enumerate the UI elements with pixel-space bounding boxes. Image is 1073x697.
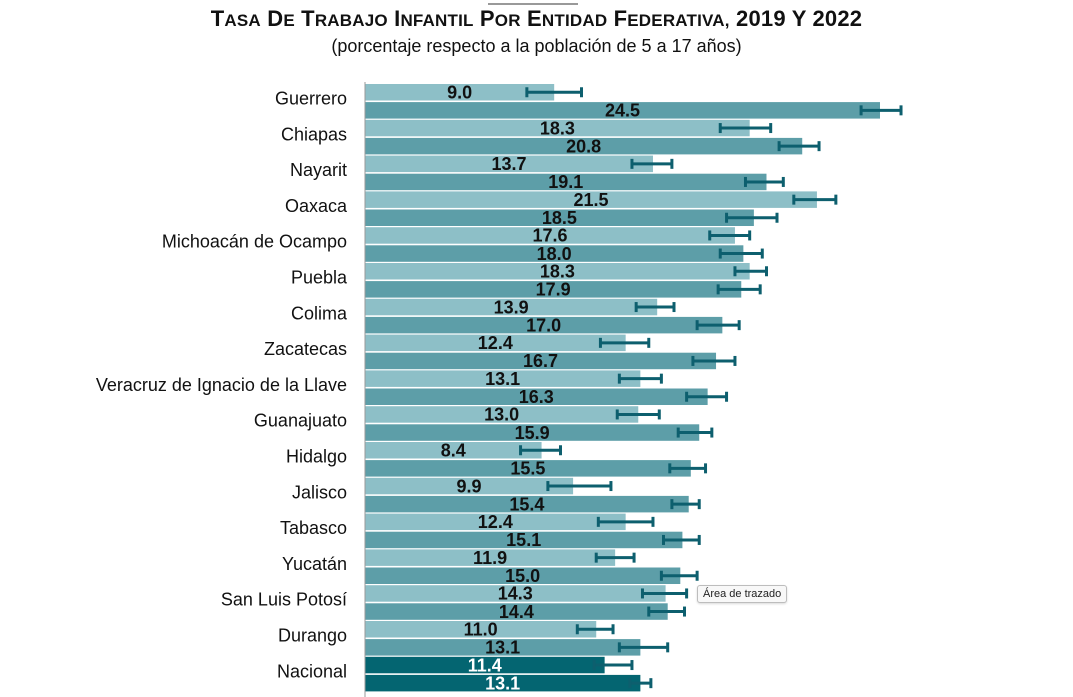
data-label: 18.3	[540, 118, 575, 138]
category-label: Veracruz de Ignacio de la Llave	[96, 375, 347, 395]
bar-2019	[365, 477, 574, 495]
data-label: 16.3	[519, 387, 554, 407]
bar-2022	[365, 495, 689, 513]
data-label: 14.4	[499, 602, 534, 622]
data-label: 18.0	[537, 244, 572, 264]
data-label: 17.9	[536, 280, 571, 300]
bar-2022	[365, 137, 803, 155]
bar-2022	[365, 281, 742, 298]
bar-2022	[365, 531, 683, 549]
chart-subtitle: (porcentaje respecto a la población de 5…	[331, 36, 742, 56]
bar-2022	[365, 316, 723, 334]
bar-2019	[365, 406, 639, 423]
bar-2022	[365, 388, 708, 405]
bar-2022	[365, 173, 767, 191]
bar-2019	[365, 656, 605, 674]
bar-2019	[365, 549, 616, 566]
data-label: 13.0	[484, 405, 519, 425]
data-label: 17.0	[526, 315, 561, 335]
data-label: 15.1	[506, 530, 541, 550]
data-label: 13.7	[491, 154, 526, 174]
bar-2022	[365, 567, 681, 584]
data-label: 15.4	[509, 494, 544, 514]
data-label: 8.4	[441, 441, 466, 461]
data-label: 18.3	[540, 262, 575, 282]
category-label: Oaxaca	[285, 196, 348, 216]
data-label: 16.7	[523, 351, 558, 371]
bar-2019	[365, 370, 641, 387]
data-label: 12.4	[478, 512, 513, 532]
category-label: Durango	[278, 626, 347, 646]
data-label: 24.5	[605, 101, 640, 121]
bar-2022	[365, 245, 744, 262]
chart-title: TASA DE TRABAJO INFANTIL POR ENTIDAD FED…	[0, 6, 1073, 32]
category-label: Guanajuato	[254, 411, 347, 431]
data-label: 14.3	[498, 584, 533, 604]
bar-2019	[365, 263, 750, 280]
data-label: 15.9	[515, 423, 550, 443]
data-label: 17.6	[532, 226, 567, 246]
bar-2019	[365, 585, 666, 602]
data-label: 12.4	[478, 333, 513, 353]
data-label: 9.0	[447, 83, 472, 103]
bar-2019	[365, 621, 597, 638]
bar-2019	[365, 298, 658, 316]
bar-2019	[365, 513, 626, 531]
data-label: 9.9	[457, 476, 482, 496]
bar-2022	[365, 209, 754, 226]
data-label: 21.5	[573, 190, 608, 210]
bar-2022	[365, 639, 641, 656]
bar-2019	[365, 191, 817, 208]
category-label: Colima	[291, 303, 348, 323]
bar-2022	[365, 674, 641, 692]
bar-2019	[365, 155, 653, 173]
data-label: 18.5	[542, 208, 577, 228]
bar-2019	[365, 442, 542, 459]
category-label: Michoacán de Ocampo	[162, 232, 347, 252]
bar-2019	[365, 84, 555, 101]
data-label: 15.0	[505, 566, 540, 586]
data-label: 13.1	[485, 369, 520, 389]
data-label: 20.8	[566, 136, 601, 156]
bar-2019	[365, 227, 735, 244]
category-label: Nayarit	[290, 160, 347, 180]
data-label: 13.1	[485, 673, 520, 693]
plot-area-tooltip: Área de trazado	[697, 585, 788, 603]
category-label: Jalisco	[292, 482, 347, 502]
data-label: 15.5	[510, 459, 545, 479]
bar-2022	[365, 424, 700, 441]
category-label: Nacional	[277, 661, 347, 681]
data-label: 11.0	[464, 620, 498, 640]
category-label: Hidalgo	[286, 447, 347, 467]
bar-2022	[365, 460, 691, 477]
chart-title-text: TASA DE TRABAJO INFANTIL POR ENTIDAD FED…	[210, 6, 863, 31]
category-label: San Luis Potosí	[221, 590, 347, 610]
bar-2019	[365, 119, 750, 137]
category-label: Puebla	[291, 268, 348, 288]
data-label: 19.1	[548, 172, 583, 192]
bar-2022	[365, 102, 880, 119]
clipped-header-remnant	[488, 0, 578, 5]
bar-2022	[365, 603, 668, 620]
category-label: Chiapas	[281, 124, 347, 144]
bar-2019	[365, 334, 626, 352]
category-label: Guerrero	[275, 89, 347, 109]
category-label: Zacatecas	[264, 339, 347, 359]
bar-2022	[365, 352, 717, 370]
data-label: 11.4	[468, 655, 502, 675]
data-label: 13.9	[494, 297, 529, 317]
category-label: Yucatán	[282, 554, 347, 574]
category-label: Tabasco	[280, 518, 347, 538]
data-label: 11.9	[473, 548, 507, 568]
data-label: 13.1	[485, 638, 520, 658]
